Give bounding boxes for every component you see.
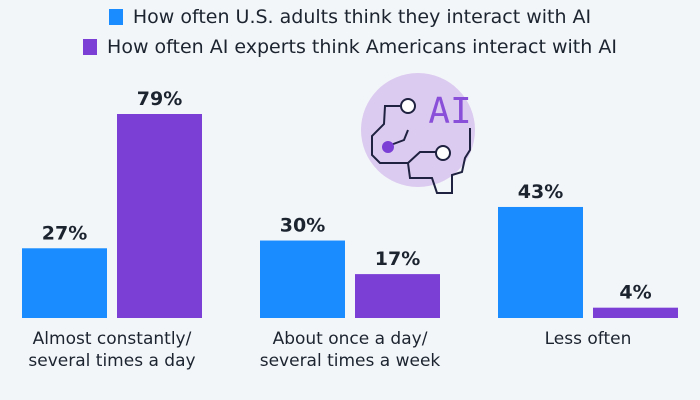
ai-brain-circuit-icon: AI [361, 73, 475, 194]
ai-icon-text: AI [428, 91, 471, 132]
bar-series1-cat2 [593, 307, 678, 318]
category-label: Less often [478, 328, 698, 350]
category-label-line: About once a day/ [272, 329, 428, 349]
category-label-line: Almost constantly/ [32, 329, 192, 349]
data-label: 43% [518, 181, 563, 203]
category-label: Almost constantly/several times a day [2, 328, 222, 372]
category-label: About once a day/several times a week [240, 328, 460, 372]
category-label-line: several times a week [259, 351, 441, 371]
data-label: 4% [619, 282, 651, 304]
legend-label-adults: How often U.S. adults think they interac… [132, 6, 592, 28]
data-label: 17% [375, 248, 420, 270]
legend-swatch-experts [83, 39, 98, 55]
bar-series0-cat2 [498, 206, 583, 318]
bar-series1-cat0 [117, 114, 202, 318]
data-label: 79% [137, 88, 182, 110]
legend-item-experts: How often AI experts think Americans int… [0, 36, 700, 58]
category-label-line: Less often [544, 329, 632, 349]
bar-series0-cat1 [260, 240, 345, 318]
category-label-line: several times a day [28, 351, 196, 371]
bar-series1-cat1 [355, 274, 440, 318]
data-label: 27% [42, 222, 87, 244]
legend-item-adults: How often U.S. adults think they interac… [0, 6, 700, 28]
legend-label-experts: How often AI experts think Americans int… [107, 36, 617, 58]
legend-swatch-adults [108, 9, 123, 25]
bar-series0-cat0 [22, 248, 107, 318]
data-label: 30% [280, 215, 325, 237]
